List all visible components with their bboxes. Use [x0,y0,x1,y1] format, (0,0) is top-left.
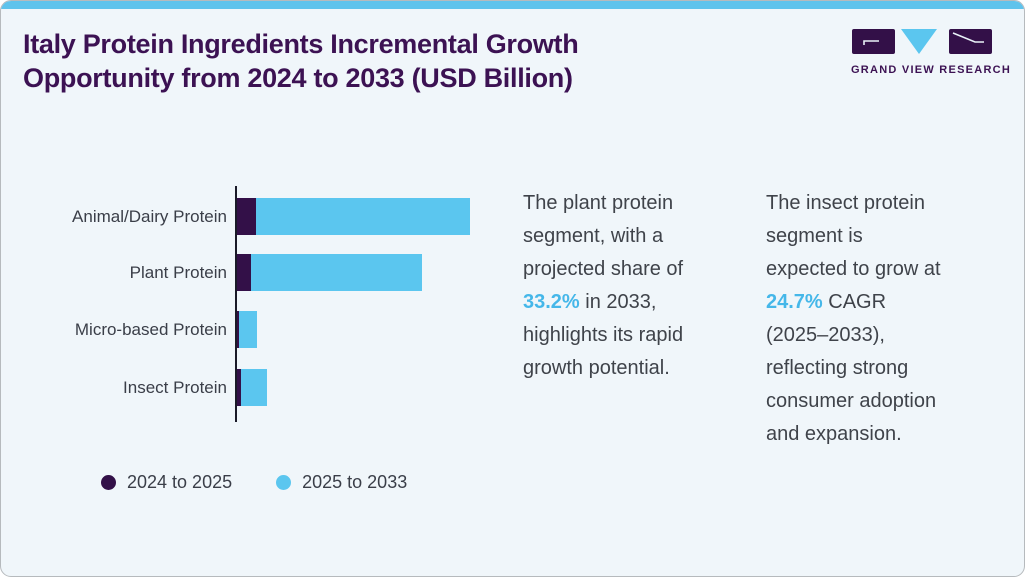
page-title-line-1: Italy Protein Ingredients Incremental Gr… [23,29,579,59]
bar-segment [256,198,470,235]
chart-row: Plant Protein [1,254,422,291]
category-label: Plant Protein [129,262,227,282]
bar-segments [237,369,267,406]
bar-segment [239,311,257,348]
chart-row: Micro-based Protein [1,311,257,348]
insight-paragraph-1: The plant protein segment, with a projec… [523,187,723,385]
y-axis-line [235,186,237,422]
legend-item: 2024 to 2025 [101,472,232,493]
legend-label: 2025 to 2033 [302,472,408,492]
legend-swatch-icon [101,475,116,490]
top-accent-bar [1,1,1024,9]
bar-segment [237,198,256,235]
insight-paragraph-2: The insect protein segment is expected t… [766,187,948,451]
category-label: Animal/Dairy Protein [72,206,227,226]
legend-item: 2025 to 2033 [276,472,407,493]
page-title: Italy Protein Ingredients Incremental Gr… [23,27,579,95]
page-title-line-2: Opportunity from 2024 to 2033 (USD Billi… [23,63,573,93]
legend-swatch-icon [276,475,292,490]
legend-label: 2024 to 2025 [127,472,233,492]
gvr-logo-icon [852,29,992,54]
bar-segment [241,369,267,406]
insight-2-text: The insect protein segment is expected t… [766,192,941,280]
insight-1-text-after: in 2033, highlights its rapid growth pot… [523,291,684,379]
bar-segment [251,254,422,291]
category-label: Insect Protein [123,377,227,397]
bar-segments [237,254,422,291]
category-label: Micro-based Protein [74,319,227,339]
chart-row: Insect Protein [1,369,267,406]
bar-segment [237,254,251,291]
logo-wordmark: GRAND VIEW RESEARCH [851,64,1012,76]
legend: 2024 to 2025 2025 to 2033 [101,472,407,493]
insight-1-text: The plant protein segment, with a projec… [523,192,684,280]
insight-1-highlight: 33.2% [523,291,580,313]
bar-segment [237,369,241,406]
bar-segments [237,198,470,235]
bar-segments [237,311,257,348]
insight-2-text-after: CAGR (2025–2033), reflecting strong cons… [766,291,937,445]
bar-segment [237,311,239,348]
gvr-logo: GRAND VIEW RESEARCH [851,29,1012,76]
chart-row: Animal/Dairy Protein [1,198,470,235]
insight-2-highlight: 24.7% [766,291,823,313]
